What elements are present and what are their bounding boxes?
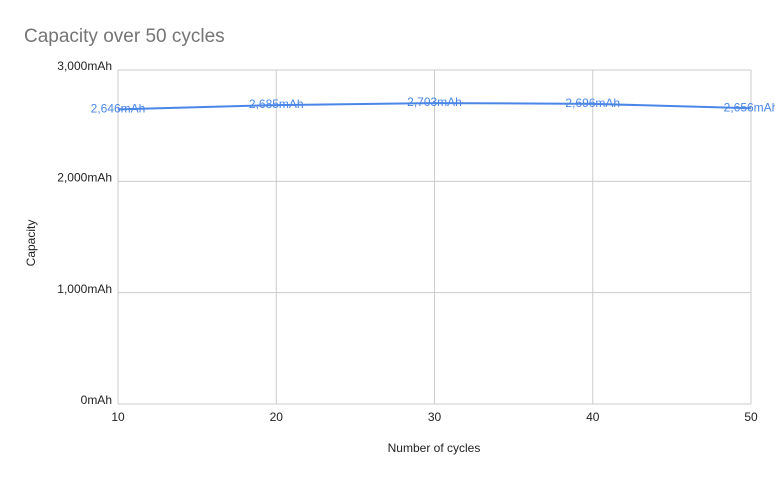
data-label: 2,656mAh	[724, 100, 775, 114]
data-label: 2,646mAh	[91, 102, 146, 116]
data-line	[117, 102, 752, 111]
y-tick-label: 0mAh	[81, 393, 112, 407]
y-tick-label: 1,000mAh	[57, 282, 112, 296]
x-tick-label: 20	[270, 410, 284, 424]
chart-title: Capacity over 50 cycles	[24, 26, 225, 47]
data-label: 2,703mAh	[407, 95, 462, 109]
x-tick-label: 10	[111, 410, 125, 424]
y-tick-label: 2,000mAh	[57, 171, 112, 185]
x-axis-label: Number of cycles	[388, 441, 481, 455]
x-tick-label: 40	[586, 410, 600, 424]
x-tick-label: 50	[744, 410, 758, 424]
data-label: 2,685mAh	[249, 97, 304, 111]
y-tick-label: 3,000mAh	[57, 59, 112, 73]
data-label: 2,696mAh	[565, 96, 620, 110]
x-tick-label: 30	[428, 410, 442, 424]
y-axis-label: Capacity	[24, 220, 38, 267]
